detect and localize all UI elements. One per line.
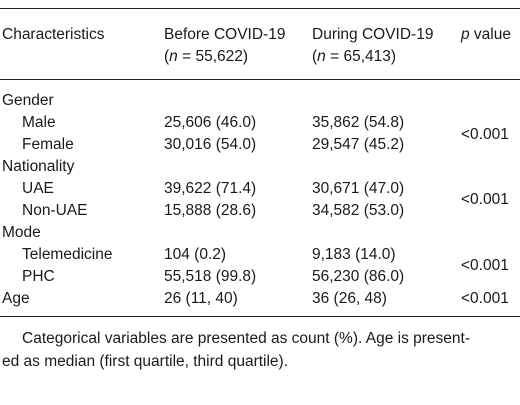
cell-before: 25,606 (46.0) <box>164 114 257 131</box>
cell-during: 34,582 (53.0) <box>312 202 405 219</box>
section-gender: Gender <box>2 92 54 109</box>
header-during-n: (n = 65,413) <box>312 48 397 65</box>
row-label: PHC <box>22 268 55 285</box>
p-value-nationality: <0.001 <box>461 191 509 208</box>
p-value-age: <0.001 <box>461 290 509 307</box>
top-rule <box>0 8 520 9</box>
row-age-label: Age <box>2 290 30 307</box>
header-before-title: Before COVID-19 <box>164 26 286 43</box>
cell-before: 30,016 (54.0) <box>164 136 257 153</box>
section-nationality: Nationality <box>2 158 75 175</box>
cell-during: 30,671 (47.0) <box>312 180 405 197</box>
p-value-mode: <0.001 <box>461 257 509 274</box>
footnote-line2: ed as median (first quartile, third quar… <box>2 353 289 370</box>
row-label: Telemedicine <box>22 246 113 263</box>
cell-during: 35,862 (54.8) <box>312 114 405 131</box>
row-label: Female <box>22 136 74 153</box>
cell-before: 104 (0.2) <box>164 246 227 263</box>
header-during-title: During COVID-19 <box>312 26 434 43</box>
section-mode: Mode <box>2 224 41 241</box>
cell-before: 15,888 (28.6) <box>164 202 257 219</box>
header-p-value: p value <box>461 26 511 43</box>
cell-during: 9,183 (14.0) <box>312 246 396 263</box>
row-label: Non-UAE <box>22 202 88 219</box>
cell-before: 55,518 (99.8) <box>164 268 257 285</box>
cell-during: 36 (26, 48) <box>312 290 387 307</box>
row-label: Male <box>22 114 56 131</box>
row-label: UAE <box>22 180 54 197</box>
cell-during: 56,230 (86.0) <box>312 268 405 285</box>
cell-before: 26 (11, 40) <box>164 290 238 307</box>
header-characteristics: Characteristics <box>2 26 105 43</box>
p-value-gender: <0.001 <box>461 126 509 143</box>
cell-during: 29,547 (45.2) <box>312 136 405 153</box>
table-footnote: Categorical variables are presented as c… <box>2 327 518 373</box>
bottom-rule <box>0 316 520 317</box>
cell-before: 39,622 (71.4) <box>164 180 257 197</box>
header-before-n: (n = 55,622) <box>164 48 249 65</box>
header-rule <box>0 79 520 80</box>
footnote-line1: Categorical variables are presented as c… <box>22 330 471 347</box>
